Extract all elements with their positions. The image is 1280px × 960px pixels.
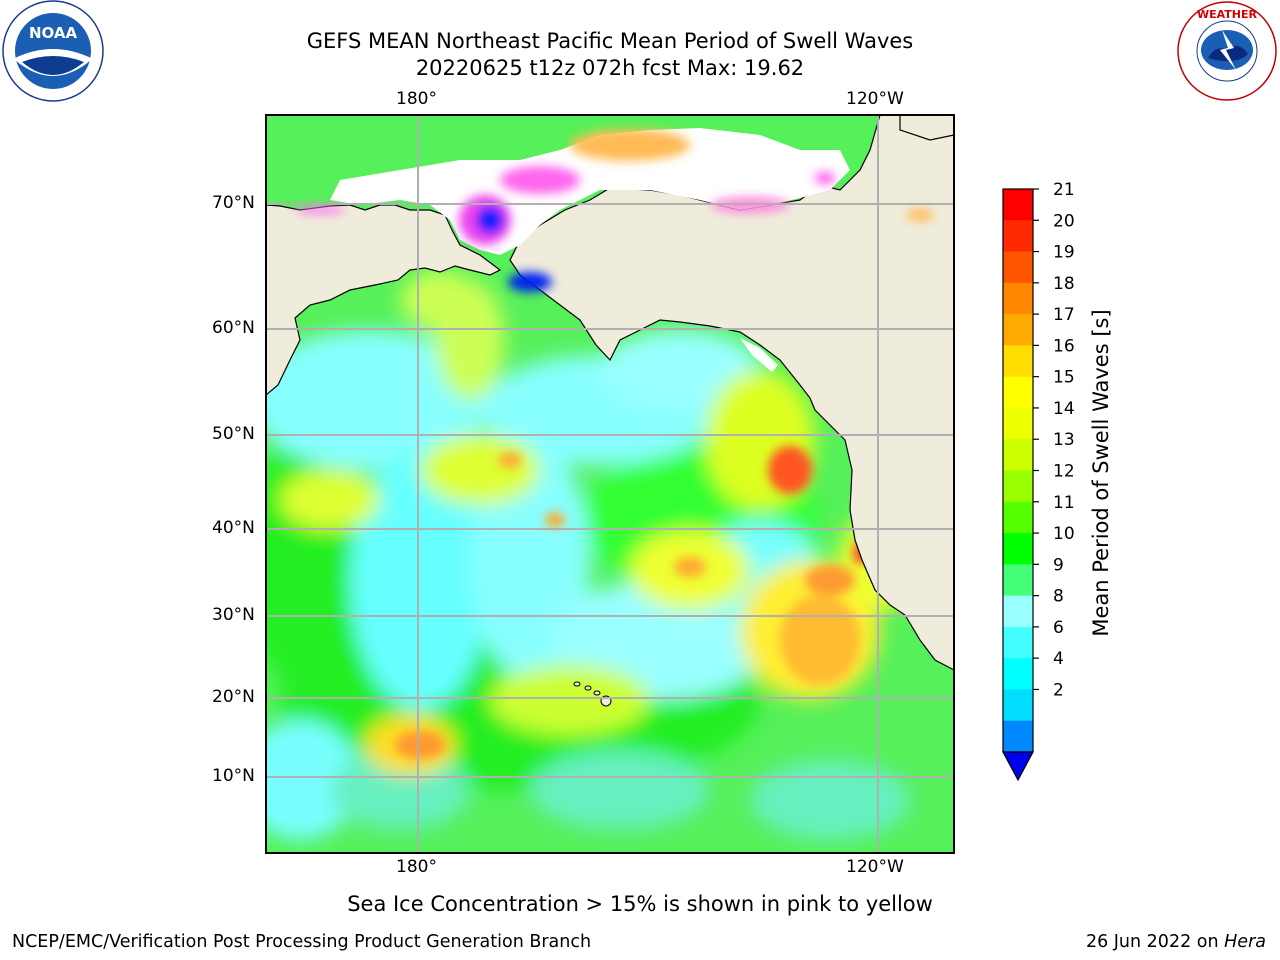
- swell-period-map: [265, 114, 955, 854]
- colorbar-box: [1003, 533, 1033, 565]
- colorbar-box: [1003, 595, 1033, 628]
- footer-host: Hera: [1224, 932, 1266, 952]
- colorbar-tick-label: 2: [1053, 680, 1064, 700]
- lat-label-20n: 20°N: [212, 687, 255, 707]
- colorbar-box: [1003, 189, 1033, 221]
- colorbar-tick-label: 15: [1053, 368, 1075, 388]
- colorbar-tick-label: 11: [1053, 493, 1075, 513]
- swell-period-field: [266, 270, 920, 840]
- colorbar-tick-label: 16: [1053, 336, 1075, 356]
- lon-label-bottom-180: 180°: [396, 857, 437, 877]
- colorbar-box: [1003, 314, 1033, 346]
- colorbar-box: [1003, 501, 1033, 534]
- colorbar-tick-label: 14: [1053, 399, 1075, 419]
- lat-label-60n: 60°N: [212, 318, 255, 338]
- colorbar-tick-label: 12: [1053, 462, 1075, 482]
- colorbar-tick-label: 10: [1053, 524, 1075, 544]
- colorbar-box: [1003, 220, 1033, 253]
- colorbar-box: [1003, 282, 1033, 315]
- noaa-logo-icon: NOAA: [2, 0, 104, 102]
- sea-ice-note: Sea Ice Concentration > 15% is shown in …: [347, 892, 933, 916]
- colorbar-underflow-arrow: [1001, 751, 1035, 782]
- colorbar-box: [1003, 720, 1033, 753]
- footer-credit: NCEP/EMC/Verification Post Processing Pr…: [12, 932, 592, 952]
- lat-label-50n: 50°N: [212, 424, 255, 444]
- colorbar-box: [1003, 626, 1033, 659]
- colorbar-tick-label: 8: [1053, 587, 1064, 607]
- svg-text:WEATHER: WEATHER: [1197, 8, 1258, 21]
- colorbar-box: [1003, 689, 1033, 722]
- lat-label-10n: 10°N: [212, 766, 255, 786]
- colorbar-box: [1003, 251, 1033, 284]
- map-frame: [265, 114, 955, 854]
- lon-label-bottom-120w: 120°W: [846, 857, 904, 877]
- colorbar-box: [1003, 345, 1033, 378]
- footer-date-text: 26 Jun 2022 on: [1085, 932, 1225, 952]
- nws-logo-icon: WEATHER: [1177, 1, 1277, 101]
- colorbar-tick-label: 20: [1053, 211, 1075, 231]
- colorbar-box: [1003, 439, 1033, 471]
- colorbar-tick-label: 6: [1053, 618, 1064, 638]
- colorbar-box: [1003, 564, 1033, 597]
- graticule: [266, 115, 954, 853]
- footer-date: 26 Jun 2022 on Hera: [1086, 932, 1266, 952]
- lat-label-70n: 70°N: [212, 193, 255, 213]
- lat-label-30n: 30°N: [212, 605, 255, 625]
- colorbar-box: [1003, 407, 1033, 440]
- colorbar: 21 20 19 18 17 16 15 14 13 12 11 10 9 8 6 4 2: [1001, 180, 1075, 782]
- colorbar-tick-label: 9: [1053, 555, 1064, 575]
- noaa-logo-text: NOAA: [29, 24, 78, 42]
- colorbar-tick-label: 19: [1053, 243, 1075, 263]
- lat-label-40n: 40°N: [212, 518, 255, 538]
- colorbar-tick-label: 21: [1053, 180, 1075, 200]
- map-title: GEFS MEAN Northeast Pacific Mean Period …: [306, 29, 914, 53]
- lon-label-top-120w: 120°W: [846, 89, 904, 109]
- colorbar-tick-label: 4: [1053, 649, 1064, 669]
- colorbar-box: [1003, 376, 1033, 409]
- colorbar-tick-label: 17: [1053, 305, 1075, 325]
- map-subtitle: 20220625 t12z 072h fcst Max: 19.62: [415, 56, 805, 80]
- colorbar-box: [1003, 658, 1033, 690]
- lon-label-top-180: 180°: [396, 89, 437, 109]
- land-mass: [266, 115, 954, 671]
- colorbar-tick-label: 13: [1053, 430, 1075, 450]
- colorbar-tick-label: 18: [1053, 274, 1075, 294]
- colorbar-label: Mean Period of Swell Waves [s]: [1089, 309, 1113, 637]
- colorbar-box: [1003, 470, 1033, 503]
